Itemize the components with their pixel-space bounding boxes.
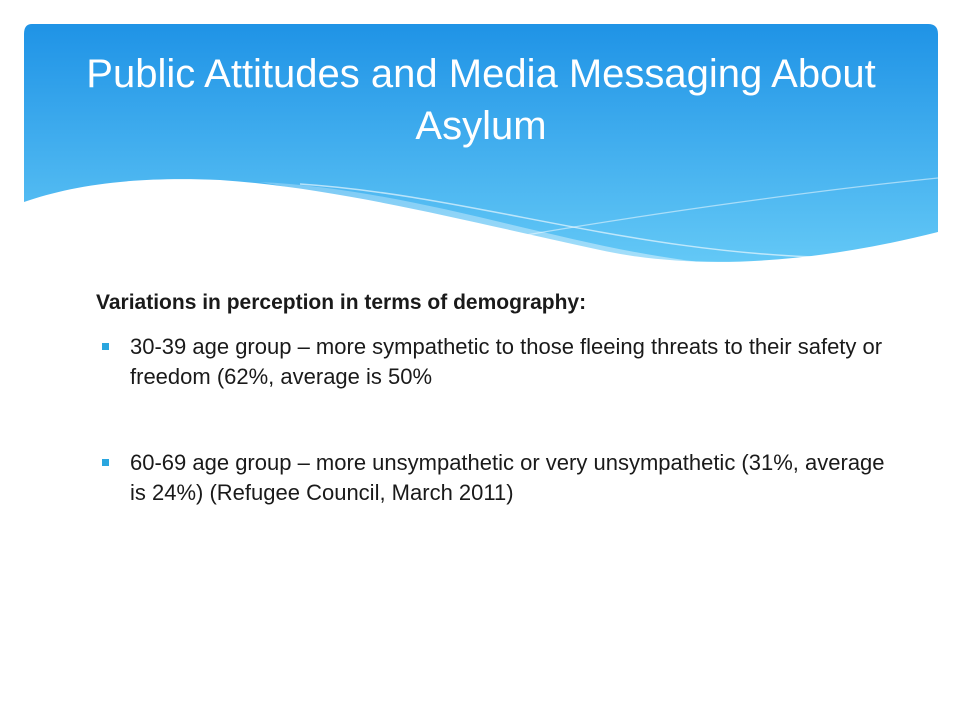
title-banner [24,24,939,273]
bullet-item: 60-69 age group – more unsympathetic or … [96,448,886,508]
slide-title: Public Attitudes and Media Messaging Abo… [86,52,876,148]
section-heading: Variations in perception in terms of dem… [96,291,587,314]
bullet-text: 30-39 age group – more sympathetic to th… [130,334,883,389]
banner-shape [24,24,938,262]
slide-body: Variations in perception in terms of dem… [96,288,886,564]
bullet-list: 30-39 age group – more sympathetic to th… [96,332,886,508]
square-bullet-icon [102,459,109,466]
banner-wave-line [519,177,939,237]
bullet-item: 30-39 age group – more sympathetic to th… [96,332,886,392]
banner-wave [260,182,938,273]
square-bullet-icon [102,343,109,350]
bullet-text: 60-69 age group – more unsympathetic or … [130,450,885,505]
banner-wave-line [299,183,861,259]
